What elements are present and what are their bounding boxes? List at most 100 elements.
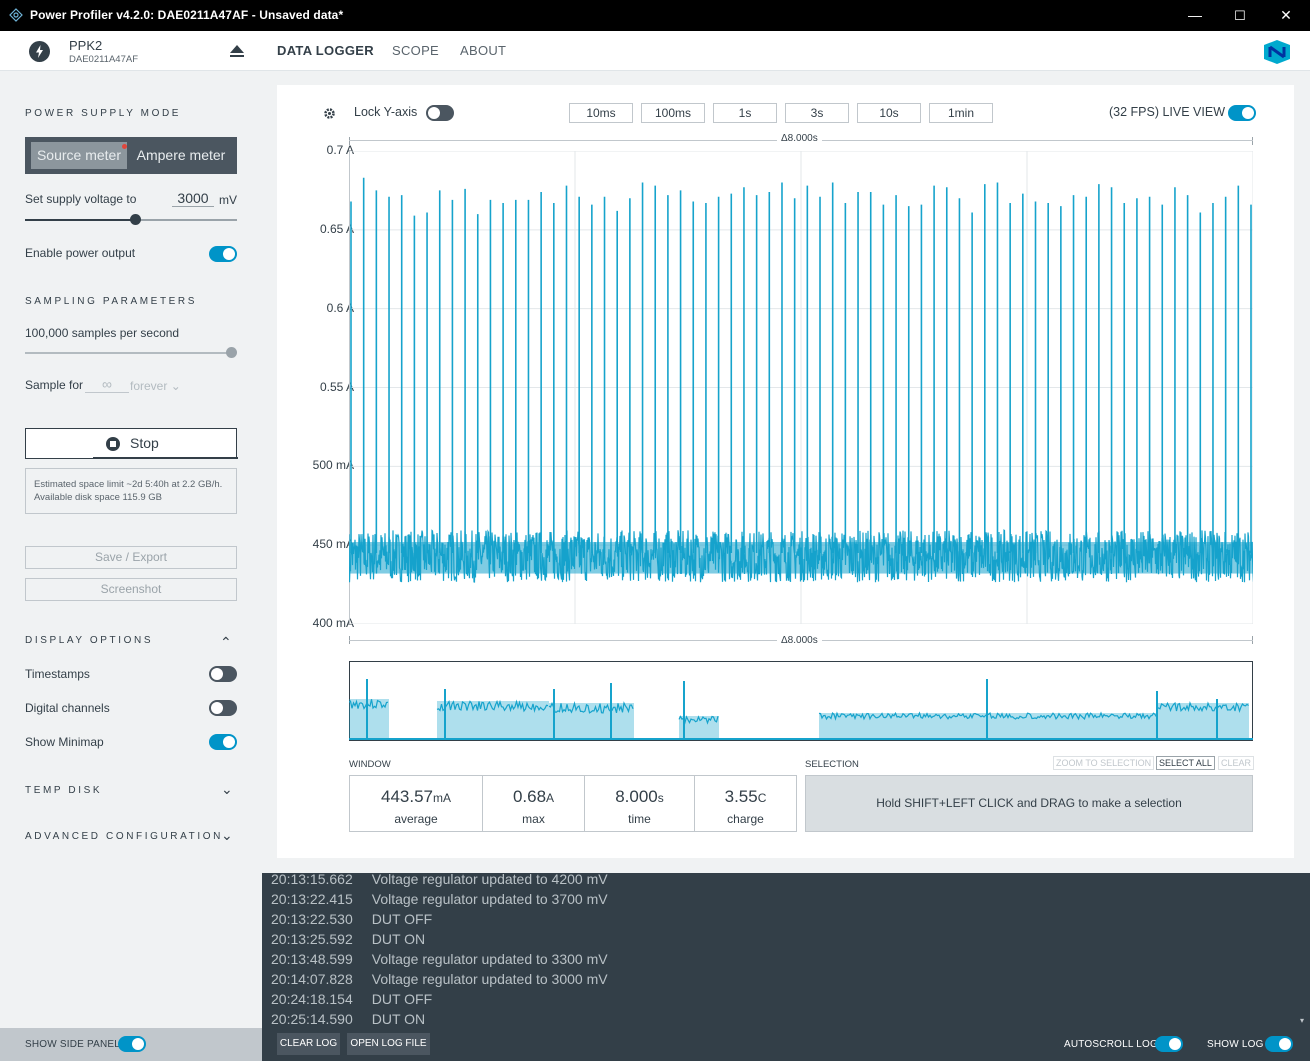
clear-log-button[interactable]: CLEAR LOG [277, 1033, 340, 1055]
time-100ms-button[interactable]: 100ms [641, 103, 705, 123]
sample-for-unit: forever [130, 379, 168, 393]
tab-about[interactable]: ABOUT [460, 43, 507, 58]
select-all-button[interactable]: SELECT ALL [1156, 756, 1215, 770]
lock-y-axis-label: Lock Y-axis [354, 105, 418, 119]
advanced-configuration-title[interactable]: ADVANCED CONFIGURATION [25, 831, 223, 842]
time-caption: time [628, 812, 651, 826]
lock-y-axis-toggle[interactable] [426, 105, 454, 121]
zoom-to-selection-button[interactable]: ZOOM TO SELECTION [1053, 756, 1155, 770]
log-time: 20:13:22.530 [271, 911, 353, 927]
charge-unit: C [757, 791, 767, 805]
log-message: DUT ON [371, 931, 426, 947]
tab-scope[interactable]: SCOPE [392, 43, 440, 58]
stop-button[interactable]: Stop [25, 428, 238, 459]
charge-value: 3.55 [724, 787, 758, 806]
log-message: Voltage regulator updated to 4200 mV [371, 871, 608, 887]
time-3s-button[interactable]: 3s [785, 103, 849, 123]
log-scroll-down-icon[interactable]: ▾ [1300, 1016, 1305, 1025]
temp-disk-title[interactable]: TEMP DISK [25, 785, 103, 796]
tab-data-logger[interactable]: DATA LOGGER [277, 43, 374, 58]
log-line: 20:13:22.415 Voltage regulator updated to… [271, 891, 608, 907]
time-10ms-button[interactable]: 10ms [569, 103, 633, 123]
time-1min-button[interactable]: 1min [929, 103, 993, 123]
log-line: 20:13:22.530 DUT OFF [271, 911, 432, 927]
log-line: 20:13:15.662 Voltage regulator updated to… [271, 871, 608, 887]
log-message: DUT OFF [371, 991, 433, 1007]
show-log-label: SHOW LOG [1207, 1039, 1264, 1050]
supply-voltage-input[interactable]: 3000 [172, 190, 214, 207]
window-titlebar: Power Profiler v4.2.0: DAE0211A47AF - Un… [0, 0, 1310, 31]
save-export-button[interactable]: Save / Export [25, 546, 237, 569]
charge-caption: charge [727, 812, 764, 826]
voltage-slider-handle[interactable] [130, 214, 141, 225]
log-message: Voltage regulator updated to 3000 mV [371, 971, 608, 987]
live-view-toggle[interactable] [1228, 105, 1256, 121]
nordic-logo-icon [1264, 40, 1290, 64]
selection-title: SELECTION [805, 759, 859, 770]
close-button[interactable]: ✕ [1280, 7, 1292, 23]
digital-channels-label: Digital channels [25, 701, 110, 715]
screenshot-button[interactable]: Screenshot [25, 578, 237, 601]
maximize-button[interactable]: ☐ [1234, 8, 1246, 23]
clear-selection-button[interactable]: CLEAR [1218, 756, 1255, 770]
chevron-down-icon[interactable]: ⌄ [221, 827, 233, 843]
log-time: 20:25:14.590 [271, 1011, 353, 1027]
chevron-down-icon[interactable]: ⌄ [221, 781, 233, 797]
bottom-bar: SHOW SIDE PANEL CLEAR LOG OPEN LOG FILE … [0, 1028, 1310, 1061]
device-name: PPK2 [69, 38, 103, 53]
average-caption: average [394, 812, 438, 826]
chevron-down-icon: ⌄ [170, 379, 181, 393]
stat-average: 443.57mA average [349, 775, 483, 832]
log-message: DUT OFF [371, 911, 433, 927]
window-stats-title: WINDOW [349, 759, 391, 770]
live-view-label: (32 FPS) LIVE VIEW [1109, 105, 1226, 119]
side-panel: POWER SUPPLY MODE Source meter Ampere me… [0, 71, 262, 1028]
log-time: 20:13:22.415 [271, 891, 353, 907]
current-chart[interactable] [349, 151, 1253, 624]
log-line: 20:14:07.828 Voltage regulator updated to… [271, 971, 608, 987]
gear-icon[interactable] [323, 107, 336, 120]
show-side-panel-label: SHOW SIDE PANEL [25, 1039, 121, 1050]
log-message: DUT ON [371, 1011, 426, 1027]
max-value: 0.68 [512, 787, 547, 806]
y-tick-label: 400 mA [312, 616, 354, 630]
log-message: Voltage regulator updated to 3700 mV [371, 891, 608, 907]
stop-button-underline [93, 428, 238, 459]
log-line: 20:13:25.592 DUT ON [271, 931, 425, 947]
log-time: 20:13:15.662 [271, 871, 353, 887]
stat-time: 8.000s time [584, 775, 695, 832]
enable-power-output-toggle[interactable] [209, 246, 237, 262]
show-minimap-toggle[interactable] [209, 734, 237, 750]
sample-rate-slider-track[interactable] [25, 352, 231, 354]
sample-rate-label: 100,000 samples per second [25, 326, 180, 340]
delta-time-bottom: Δ8.000s [777, 635, 822, 646]
time-1s-button[interactable]: 1s [713, 103, 777, 123]
stop-icon [106, 437, 120, 451]
timestamps-toggle[interactable] [209, 666, 237, 682]
time-10s-button[interactable]: 10s [857, 103, 921, 123]
minimap[interactable] [349, 661, 1253, 741]
chevron-up-icon[interactable]: ⌃ [220, 634, 232, 650]
minimap-trace [548, 700, 634, 714]
average-value: 443.57 [381, 787, 433, 806]
sample-for-unit-dropdown[interactable]: forever ⌄ [130, 379, 181, 393]
data-logger-card: Lock Y-axis 10ms 100ms 1s 3s 10s 1min (3… [277, 85, 1294, 858]
eject-icon[interactable] [229, 44, 245, 58]
source-meter-button[interactable]: Source meter [31, 142, 127, 169]
power-supply-mode-title: POWER SUPPLY MODE [25, 108, 182, 119]
log-time: 20:24:18.154 [271, 991, 353, 1007]
autoscroll-log-toggle[interactable] [1155, 1036, 1183, 1052]
time-value: 8.000 [615, 787, 658, 806]
max-caption: max [522, 812, 545, 826]
show-log-toggle[interactable] [1265, 1036, 1293, 1052]
ampere-meter-button[interactable]: Ampere meter [136, 147, 226, 163]
sample-rate-slider-handle[interactable] [226, 347, 237, 358]
average-unit: mA [433, 791, 451, 805]
open-log-file-button[interactable]: OPEN LOG FILE [347, 1033, 430, 1055]
minimize-button[interactable]: — [1188, 7, 1202, 23]
sample-for-input[interactable]: ∞ [85, 376, 129, 393]
show-side-panel-toggle[interactable] [118, 1036, 146, 1052]
digital-channels-toggle[interactable] [209, 700, 237, 716]
minimap-trace [1156, 700, 1249, 713]
series-noise-core [349, 542, 1253, 574]
